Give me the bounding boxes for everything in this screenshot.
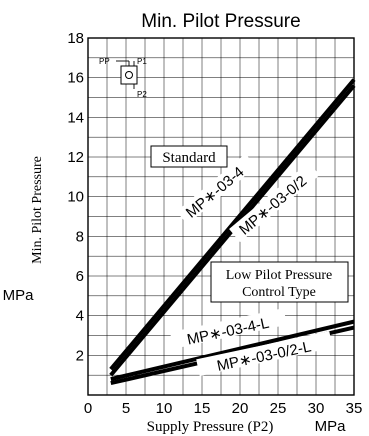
x-axis-label: Supply Pressure (P2) (147, 419, 274, 435)
x-tick-label: 10 (156, 400, 173, 417)
y-axis-unit: MPa (3, 287, 35, 304)
standard-label: Standard (162, 150, 216, 166)
y-tick-label: 8 (76, 228, 84, 245)
x-tick-label: 30 (308, 400, 325, 417)
symbol-label-pp: PP (99, 57, 110, 66)
series-label-bg-1 (176, 153, 257, 225)
y-tick-label: 12 (67, 149, 84, 166)
x-axis-unit: MPa (315, 418, 347, 435)
x-tick-label: 15 (194, 400, 211, 417)
y-tick-label: 14 (67, 109, 84, 126)
low-pilot-label-line1: Low Pilot Pressure (226, 268, 333, 283)
x-tick-label: 25 (270, 400, 287, 417)
low-pilot-label-box (210, 261, 349, 303)
x-tick-label: 35 (346, 400, 363, 417)
x-tick-label: 0 (84, 400, 92, 417)
y-tick-label: 2 (76, 347, 84, 364)
low-pilot-label-line2: Control Type (242, 285, 316, 300)
y-tick-label: 18 (67, 30, 84, 47)
y-tick-label: 6 (76, 268, 84, 285)
y-tick-label: 16 (67, 70, 84, 87)
x-tick-label: 5 (122, 400, 130, 417)
symbol-label-p1: P1 (137, 57, 147, 66)
tick-labels: 0 5 10 15 20 25 30 35 2 4 6 8 10 12 14 16 18 (67, 30, 362, 417)
standard-label-box (150, 145, 228, 168)
y-tick-label: 10 (67, 189, 84, 206)
series-label-1: MP∗-03-4 (183, 164, 248, 222)
y-tick-label: 4 (76, 308, 84, 325)
symbol-label-p2: P2 (137, 90, 147, 99)
series-line-1 (109, 78, 356, 371)
chart-title: Min. Pilot Pressure (141, 11, 300, 32)
symbol-ball-icon (125, 71, 133, 79)
plot-frame (87, 37, 355, 396)
y-axis-label: Min. Pilot Pressure (30, 156, 45, 264)
series-line-3 (110, 319, 355, 382)
series-label-bg-3 (169, 308, 287, 349)
valve-symbol: PP P1 P2 (99, 57, 147, 99)
series-label-bg-4 (196, 331, 333, 377)
x-tick-label: 20 (232, 400, 249, 417)
series-label-bg-2 (229, 162, 320, 243)
